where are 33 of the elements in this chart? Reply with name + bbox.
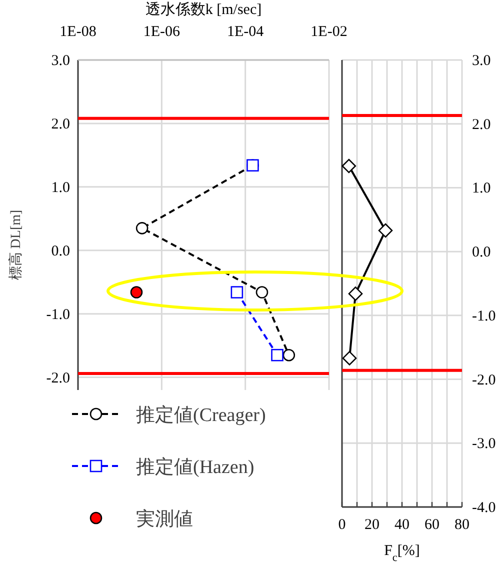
point	[378, 223, 393, 238]
legend-label: 実測値	[136, 508, 193, 530]
x-tick-label: 60	[424, 517, 440, 533]
y-tick-label: 1.0	[472, 180, 491, 197]
y-tick-label: 2.0	[472, 116, 491, 133]
y-tick-label: -1.0	[472, 308, 496, 324]
x-tick-label: 1E-06	[143, 24, 180, 40]
x-tick-label: 0	[338, 517, 346, 533]
y-tick-label: 2.0	[51, 116, 70, 132]
x-tick-label: 80	[454, 517, 470, 533]
y-tick-label: -2.0	[472, 372, 496, 388]
x-tick-label: 1E-04	[226, 24, 264, 40]
y-tick-label: 1.0	[51, 180, 70, 196]
x-tick-label: 1E-08	[60, 24, 96, 40]
point	[348, 286, 363, 301]
y-axis-title: 標高 DL[m]	[8, 210, 24, 280]
y-tick-label: 3.0	[472, 53, 491, 69]
x-axis-title: F$_{c}$[%]	[384, 543, 420, 564]
y-tick-label: 0.0	[472, 244, 491, 261]
x-tick-label: 20	[364, 517, 380, 533]
y-tick-label: -3.0	[472, 436, 496, 452]
point	[342, 158, 356, 174]
y-tick-label: 3.0	[51, 53, 70, 69]
legend-label: 推定値(Hazen)	[136, 456, 254, 478]
y-tick-label: 0.0	[51, 243, 70, 260]
x-tick-label: 40	[394, 517, 410, 533]
y-tick-label: -2.0	[46, 370, 70, 386]
x-tick-label: 1E-02	[310, 24, 348, 40]
y-tick-label: -4.0	[472, 500, 496, 516]
point	[342, 351, 357, 366]
legend-label: 推定値(Creager)	[136, 404, 266, 426]
y-tick-label: -1.0	[46, 306, 70, 323]
x-axis-title: 透水係数k [m/sec]	[145, 1, 262, 18]
